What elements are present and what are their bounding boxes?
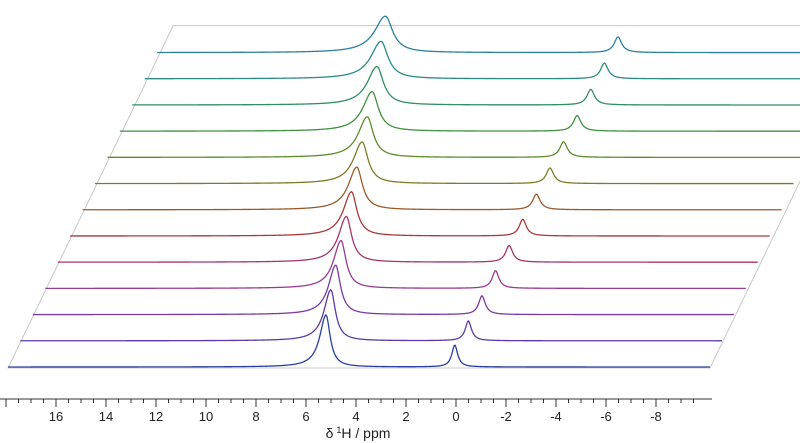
spectrum-trace-10 bbox=[119, 91, 800, 132]
x-tick-label: -8 bbox=[650, 409, 662, 424]
x-tick-label: -6 bbox=[600, 409, 612, 424]
spectrum-trace-13 bbox=[157, 15, 800, 54]
spectrum-trace-1 bbox=[8, 314, 710, 368]
plot-frame bbox=[7, 25, 800, 369]
x-axis-title: δ 1H / ppm bbox=[326, 425, 391, 441]
spectra-series-group bbox=[8, 15, 800, 368]
x-tick-label: 16 bbox=[49, 409, 63, 424]
x-tick-label: -2 bbox=[500, 409, 512, 424]
stack-frame bbox=[7, 25, 800, 369]
spectrum-trace-4 bbox=[45, 239, 746, 290]
spectrum-trace-12 bbox=[144, 40, 800, 80]
spectrum-trace-3 bbox=[32, 264, 734, 316]
spectrum-trace-5 bbox=[57, 215, 758, 263]
x-tick-label: 0 bbox=[452, 409, 459, 424]
x-tick-label: 8 bbox=[252, 409, 259, 424]
x-tick-label: 10 bbox=[199, 409, 213, 424]
x-tick-label: 14 bbox=[99, 409, 113, 424]
x-tick-label: 6 bbox=[302, 409, 309, 424]
spectrum-trace-7 bbox=[82, 166, 782, 211]
x-tick-label: 12 bbox=[149, 409, 163, 424]
x-tick-label: 2 bbox=[402, 409, 409, 424]
x-tick-label: -4 bbox=[550, 409, 562, 424]
spectrum-trace-9 bbox=[107, 116, 800, 159]
x-tick-label: 4 bbox=[352, 409, 359, 424]
spectrum-trace-11 bbox=[132, 65, 800, 106]
spectrum-trace-6 bbox=[70, 191, 770, 237]
spectrum-trace-2 bbox=[20, 289, 722, 342]
spectrum-trace-8 bbox=[95, 141, 794, 185]
x-axis: 16 14 12 10 8 6 4 2 0 -2 -4 -6 -8 bbox=[0, 398, 712, 424]
